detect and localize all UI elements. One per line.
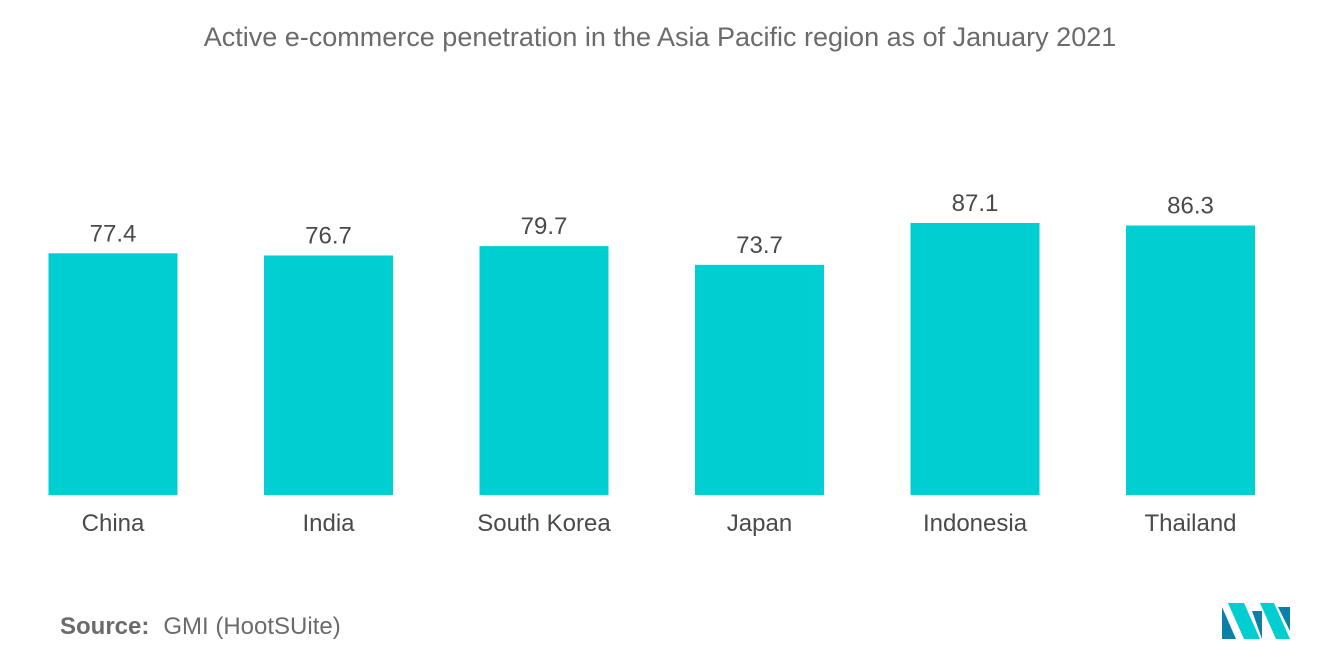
source-text: GMI (HootSUite) <box>163 613 341 640</box>
data-label: 79.7 <box>521 213 568 240</box>
source-note: Source: GMI (HootSUite) <box>60 613 341 641</box>
mordor-intelligence-logo-icon <box>1222 603 1290 639</box>
x-tick-label: China <box>82 510 145 537</box>
x-tick-label: Indonesia <box>923 510 1028 537</box>
data-label: 77.4 <box>90 220 137 247</box>
bar-japan <box>695 264 824 495</box>
data-label: 87.1 <box>952 190 999 217</box>
x-tick-label: Japan <box>727 510 792 537</box>
bar-thailand <box>1126 225 1255 495</box>
data-label: 73.7 <box>736 232 783 259</box>
bar-china <box>48 253 178 495</box>
data-label: 76.7 <box>305 222 352 249</box>
x-tick-label: South Korea <box>477 510 611 537</box>
bar-chart: 77.4 China 76.7 India 79.7 South Korea 73.7 Jap… <box>48 190 1255 537</box>
bar-south-korea <box>479 246 609 495</box>
bar-indonesia <box>910 223 1040 495</box>
source-label: Source: <box>60 613 150 640</box>
bar-india <box>264 255 393 495</box>
data-label: 86.3 <box>1167 192 1214 219</box>
chart-title: Active e-commerce penetration in the Asi… <box>203 22 1117 52</box>
x-tick-label: Thailand <box>1144 510 1236 537</box>
x-tick-label: India <box>302 510 355 537</box>
